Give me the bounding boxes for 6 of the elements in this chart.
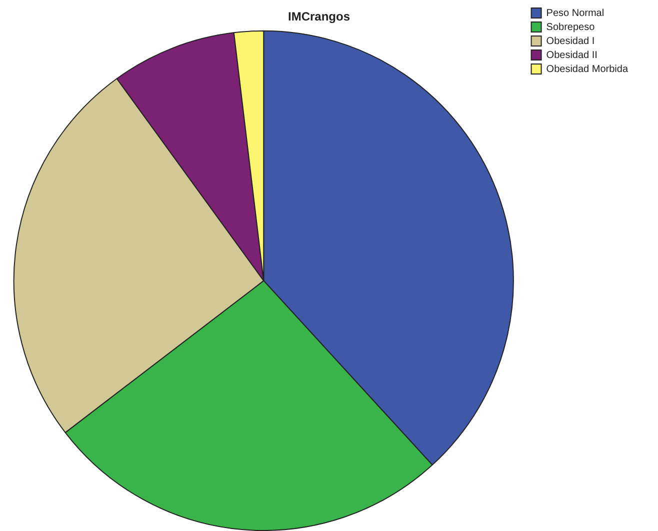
legend-label: Obesidad II [546, 50, 598, 61]
legend-label: Sobrepeso [546, 22, 596, 33]
chart-title: IMCrangos [288, 10, 350, 24]
legend-label: Peso Normal [546, 8, 604, 19]
legend-label: Obesidad I [546, 36, 595, 47]
legend-label: Obesidad Morbida [546, 64, 628, 75]
